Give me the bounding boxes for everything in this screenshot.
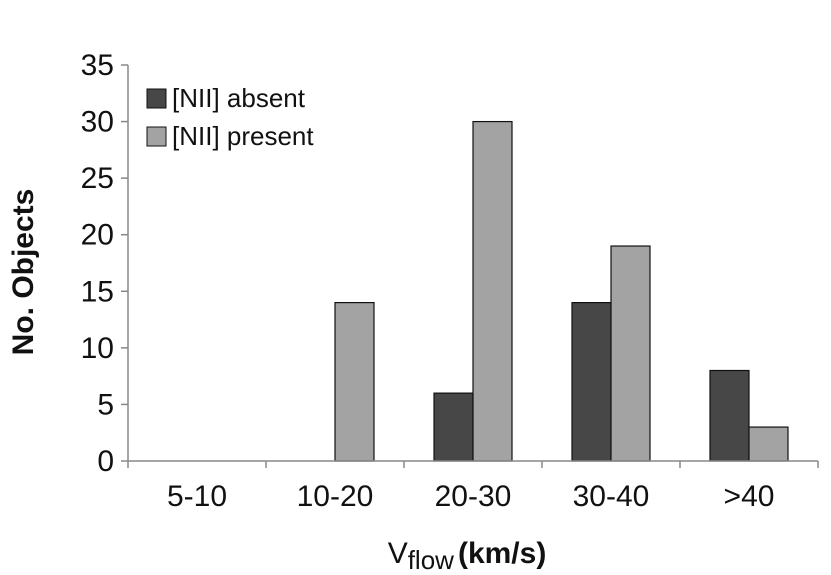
x-tick-label: >40	[724, 480, 775, 513]
x-axis-title-main: V	[388, 537, 408, 570]
y-tick-label: 30	[81, 106, 114, 139]
bar-nii-present	[334, 302, 375, 462]
bar-nii-absent	[433, 392, 474, 462]
x-tick-label: 10-20	[297, 480, 374, 513]
x-tick-label: 5-10	[167, 480, 227, 513]
y-tick-label: 5	[97, 388, 114, 421]
legend: [NII] absent [NII] present	[146, 83, 314, 151]
y-tick-label: 20	[81, 219, 114, 252]
y-tick-label: 35	[81, 49, 114, 82]
bar-nii-present	[610, 245, 651, 462]
bar-nii-present	[472, 120, 513, 462]
x-tick-label: 20-30	[435, 480, 512, 513]
y-axis-ticks: 0 5 10 15 20 25 30 35	[81, 49, 128, 478]
legend-swatch-nii-present	[146, 126, 167, 147]
y-tick-label: 15	[81, 275, 114, 308]
x-axis-title-subscript: flow	[408, 545, 454, 575]
bar-nii-present	[748, 426, 789, 462]
y-tick-label: 10	[81, 332, 114, 365]
y-axis-title: No. Objects	[7, 189, 40, 356]
x-tick-label: 30-40	[573, 480, 650, 513]
bars-group	[334, 120, 789, 462]
y-tick-label: 0	[97, 445, 114, 478]
bar-nii-absent	[709, 369, 750, 462]
x-axis-title: Vflow (km/s)	[388, 537, 547, 575]
legend-label-nii-present: [NII] present	[172, 121, 314, 151]
x-axis-ticks: 5-10 10-20 20-30 30-40 >40	[127, 461, 819, 513]
x-axis-title-unit: (km/s)	[458, 537, 546, 570]
bar-nii-absent	[571, 302, 612, 462]
y-tick-label: 25	[81, 162, 114, 195]
legend-swatch-nii-absent	[146, 88, 167, 109]
legend-label-nii-absent: [NII] absent	[172, 83, 306, 113]
